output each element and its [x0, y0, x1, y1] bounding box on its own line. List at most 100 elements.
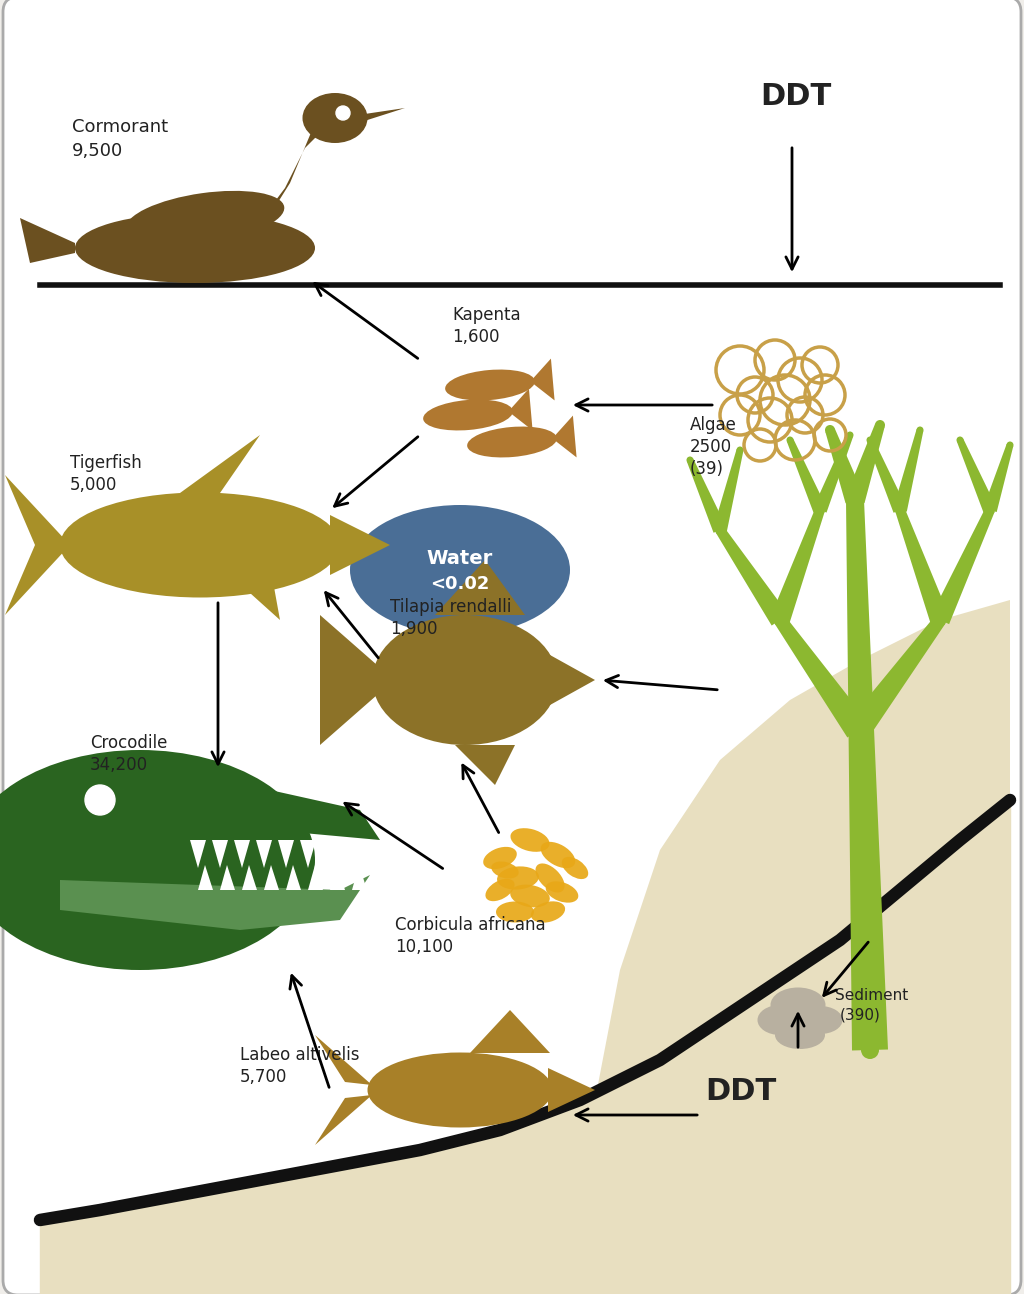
- Polygon shape: [846, 423, 885, 503]
- Polygon shape: [234, 840, 250, 868]
- Polygon shape: [286, 864, 301, 890]
- Polygon shape: [786, 439, 826, 512]
- Text: 5,000: 5,000: [70, 476, 118, 494]
- Ellipse shape: [492, 862, 519, 879]
- Text: Tigerfish: Tigerfish: [70, 454, 141, 472]
- Ellipse shape: [530, 902, 565, 923]
- Ellipse shape: [562, 857, 588, 879]
- Ellipse shape: [350, 505, 570, 635]
- Polygon shape: [256, 840, 272, 868]
- Polygon shape: [846, 499, 888, 1051]
- Circle shape: [861, 1040, 879, 1058]
- Circle shape: [850, 496, 860, 505]
- Circle shape: [686, 457, 693, 463]
- Circle shape: [815, 505, 825, 515]
- Polygon shape: [530, 358, 555, 400]
- Polygon shape: [278, 840, 294, 868]
- Circle shape: [816, 506, 823, 514]
- Polygon shape: [322, 840, 338, 868]
- Polygon shape: [848, 616, 945, 738]
- Polygon shape: [716, 527, 788, 625]
- Circle shape: [986, 506, 993, 514]
- Polygon shape: [255, 123, 325, 228]
- Ellipse shape: [798, 1005, 843, 1034]
- Ellipse shape: [497, 867, 539, 889]
- Text: Sediment: Sediment: [835, 989, 908, 1003]
- Polygon shape: [552, 415, 577, 458]
- Circle shape: [336, 106, 350, 120]
- Polygon shape: [775, 616, 868, 738]
- Polygon shape: [550, 655, 595, 705]
- Polygon shape: [315, 1035, 372, 1084]
- Text: Cormorant: Cormorant: [72, 118, 168, 136]
- Text: Algae: Algae: [690, 415, 737, 433]
- Polygon shape: [895, 509, 949, 624]
- Circle shape: [896, 506, 903, 514]
- Text: 34,200: 34,200: [90, 756, 148, 774]
- Text: Labeo altivelis: Labeo altivelis: [240, 1046, 359, 1064]
- Polygon shape: [866, 439, 906, 512]
- Polygon shape: [190, 840, 206, 868]
- Ellipse shape: [541, 842, 575, 868]
- Text: Tilapia rendalli: Tilapia rendalli: [390, 598, 511, 616]
- Polygon shape: [344, 840, 360, 868]
- Circle shape: [775, 615, 785, 625]
- Circle shape: [986, 506, 993, 514]
- Polygon shape: [330, 515, 390, 575]
- Text: 1,600: 1,600: [452, 327, 500, 345]
- Ellipse shape: [126, 190, 285, 245]
- Circle shape: [825, 424, 835, 435]
- Polygon shape: [40, 791, 380, 840]
- Polygon shape: [687, 458, 726, 533]
- Circle shape: [874, 421, 885, 430]
- Ellipse shape: [368, 1052, 553, 1127]
- Text: (39): (39): [690, 459, 724, 477]
- Ellipse shape: [536, 863, 564, 893]
- Polygon shape: [366, 840, 382, 868]
- Polygon shape: [893, 430, 924, 511]
- Polygon shape: [315, 1095, 372, 1145]
- Ellipse shape: [445, 370, 535, 400]
- Text: DDT: DDT: [705, 1077, 776, 1106]
- Ellipse shape: [496, 902, 534, 923]
- Circle shape: [85, 785, 115, 815]
- Text: 2500: 2500: [690, 437, 732, 455]
- Text: 9,500: 9,500: [72, 142, 123, 160]
- Ellipse shape: [758, 1005, 803, 1035]
- Ellipse shape: [302, 93, 368, 144]
- Text: DDT: DDT: [760, 82, 831, 111]
- Ellipse shape: [60, 493, 340, 598]
- Circle shape: [775, 615, 785, 625]
- Polygon shape: [220, 864, 234, 890]
- Polygon shape: [931, 509, 994, 624]
- Ellipse shape: [467, 427, 557, 458]
- Circle shape: [736, 446, 743, 453]
- Polygon shape: [713, 449, 743, 532]
- Text: 1,900: 1,900: [390, 620, 437, 638]
- Polygon shape: [242, 864, 257, 890]
- Circle shape: [786, 436, 794, 444]
- Ellipse shape: [511, 828, 550, 851]
- Ellipse shape: [546, 881, 579, 903]
- Circle shape: [956, 436, 964, 444]
- Polygon shape: [330, 864, 345, 890]
- Circle shape: [773, 613, 786, 626]
- Circle shape: [896, 506, 903, 514]
- Text: 5,700: 5,700: [240, 1068, 288, 1086]
- Circle shape: [816, 506, 823, 514]
- Ellipse shape: [0, 751, 315, 970]
- Polygon shape: [470, 1011, 550, 1053]
- Polygon shape: [20, 217, 75, 263]
- Polygon shape: [435, 560, 525, 615]
- Polygon shape: [308, 864, 323, 890]
- Polygon shape: [212, 840, 228, 868]
- Circle shape: [847, 431, 853, 439]
- Polygon shape: [352, 864, 367, 890]
- Text: Crocodile: Crocodile: [90, 734, 167, 752]
- Circle shape: [935, 615, 945, 625]
- Polygon shape: [264, 864, 279, 890]
- Text: Corbicula africana: Corbicula africana: [395, 916, 546, 934]
- Text: Water: Water: [427, 549, 494, 568]
- Circle shape: [717, 527, 724, 533]
- Ellipse shape: [775, 1021, 825, 1049]
